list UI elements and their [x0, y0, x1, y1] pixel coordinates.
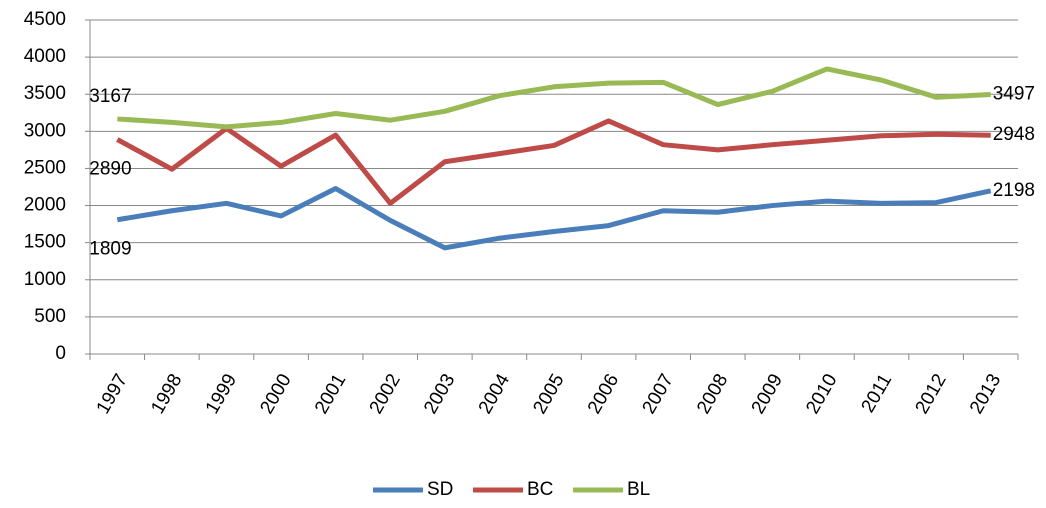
- data-label: 1809: [89, 239, 131, 260]
- legend-label: SD: [427, 479, 453, 500]
- x-tick-label: 2009: [748, 371, 787, 418]
- x-tick-label: 2005: [529, 371, 568, 418]
- x-tick-label: 2001: [311, 371, 350, 418]
- x-tick-label: 2011: [858, 371, 897, 417]
- y-tick-label: 4000: [24, 46, 66, 67]
- series-line: [117, 66, 991, 130]
- legend-label: BL: [627, 479, 650, 500]
- legend-label: BC: [527, 479, 553, 500]
- x-tick-label: 2013: [966, 371, 1005, 418]
- x-tick-label: 2000: [256, 371, 295, 418]
- data-label: 2890: [89, 159, 131, 180]
- y-tick-label: 3500: [24, 83, 66, 104]
- y-tick-label: 4500: [24, 9, 66, 30]
- y-tick-label: 500: [34, 306, 66, 327]
- series-line: [116, 118, 991, 206]
- data-label: 3167: [89, 86, 131, 107]
- x-tick-label: 2008: [693, 371, 732, 418]
- x-tick-label: 1997: [93, 371, 132, 418]
- y-tick-label: 1000: [24, 269, 66, 290]
- y-tick-label: 2000: [24, 195, 66, 216]
- x-tick-label: 2003: [420, 371, 459, 418]
- x-tick-label: 2010: [802, 371, 841, 418]
- x-tick-label: 2007: [639, 371, 678, 418]
- y-tick-label: 3000: [24, 120, 66, 141]
- data-label: 2948: [993, 124, 1035, 145]
- series-line: [116, 185, 992, 251]
- data-label: 2198: [993, 180, 1035, 201]
- x-tick-label: 1999: [202, 371, 241, 418]
- y-tick-label: 0: [55, 343, 66, 364]
- x-tick-label: 2006: [584, 371, 623, 418]
- x-tick-label: 2002: [366, 371, 405, 418]
- y-tick-label: 1500: [24, 232, 66, 253]
- y-tick-label: 2500: [24, 157, 66, 178]
- x-tick-label: 2004: [475, 370, 515, 417]
- x-tick-label: 1998: [147, 371, 186, 418]
- x-tick-label: 2012: [911, 371, 950, 418]
- data-label: 3497: [993, 83, 1035, 104]
